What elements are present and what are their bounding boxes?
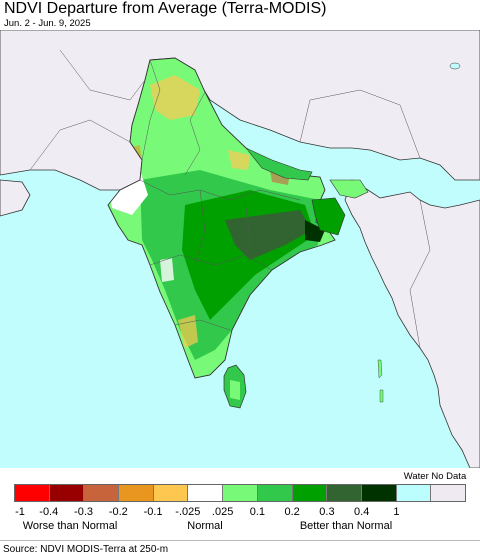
legend-tick-label: -0.2 bbox=[108, 506, 128, 518]
lake bbox=[449, 62, 461, 70]
legend-tick-label: -1 bbox=[15, 506, 25, 518]
ndvi-map bbox=[0, 30, 480, 468]
legend-swatch-3 bbox=[119, 485, 154, 501]
legend-tick-label: -.025 bbox=[175, 506, 201, 518]
legend-swatch-11 bbox=[396, 485, 432, 501]
legend-tick-label: 1 bbox=[393, 506, 400, 518]
legend-tick-label: 0.4 bbox=[354, 506, 370, 518]
legend-tick-label: -0.4 bbox=[39, 506, 59, 518]
legend-tick-label: 0.1 bbox=[249, 506, 266, 518]
bangladesh-region bbox=[311, 197, 346, 236]
legend-tick-label: -0.1 bbox=[143, 506, 163, 518]
legend-colorbar bbox=[14, 484, 466, 502]
legend-swatch-7 bbox=[257, 485, 293, 501]
legend-swatch-2 bbox=[84, 485, 120, 501]
legend-tick-label: -0.3 bbox=[74, 506, 94, 518]
water-no-data-label: Water No Data bbox=[403, 471, 467, 482]
legend-category-better: Better than Normal bbox=[299, 520, 393, 532]
andaman-islands bbox=[377, 359, 383, 379]
footer-divider bbox=[0, 540, 480, 541]
legend-swatch-5 bbox=[188, 485, 224, 501]
legend-tick-label: .025 bbox=[211, 506, 234, 518]
legend-swatch-10 bbox=[361, 485, 397, 501]
legend-tick-label: 0.2 bbox=[284, 506, 300, 518]
land-background bbox=[0, 30, 480, 468]
legend-category-normal: Normal bbox=[187, 520, 223, 532]
legend-swatch-1 bbox=[49, 485, 85, 501]
legend-swatch-4 bbox=[153, 485, 189, 501]
map-svg bbox=[0, 30, 480, 468]
map-title: NDVI Departure from Average (Terra-MODIS… bbox=[4, 0, 327, 17]
legend-swatch-8 bbox=[292, 485, 328, 501]
legend-swatch-9 bbox=[327, 485, 362, 501]
legend-swatch-6 bbox=[223, 485, 258, 501]
legend-tick-label: 0.3 bbox=[319, 506, 335, 518]
northeast-region bbox=[329, 179, 369, 199]
legend-swatch-12 bbox=[431, 485, 465, 501]
legend-category-worse: Worse than Normal bbox=[22, 520, 118, 532]
date-range: Jun. 2 - Jun. 9, 2025 bbox=[4, 18, 91, 29]
state-borders bbox=[29, 49, 431, 349]
legend-swatch-0 bbox=[15, 485, 50, 501]
source-note: Source: NDVI MODIS-Terra at 250-m bbox=[3, 544, 169, 555]
nepal-region bbox=[245, 147, 313, 181]
